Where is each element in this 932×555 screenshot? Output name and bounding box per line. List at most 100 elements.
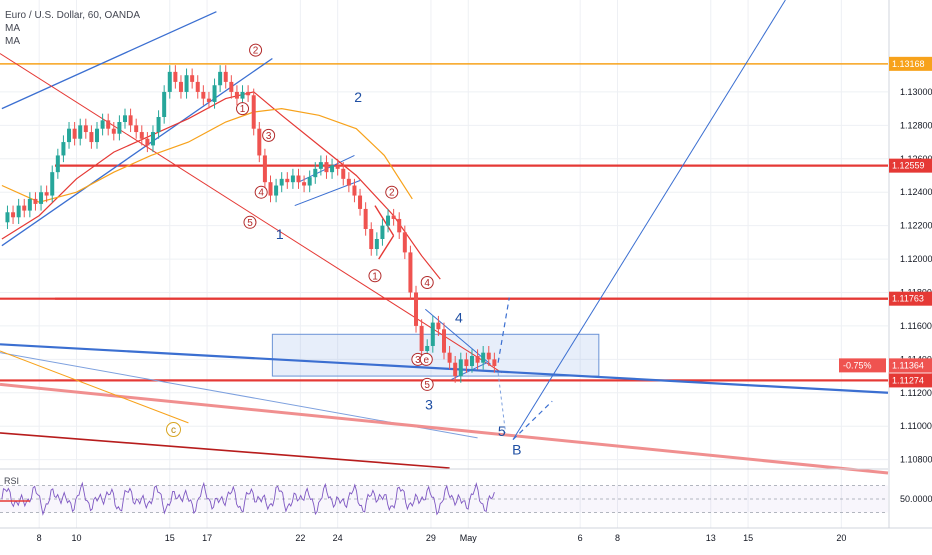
wave-label-2: 2: [354, 89, 362, 105]
candle-body: [274, 185, 279, 196]
candle-body: [492, 359, 497, 367]
indicator-ma-1[interactable]: MA: [5, 23, 20, 34]
sub-wave-e-circle: [419, 352, 433, 366]
candle-body: [184, 75, 189, 92]
sub-wave-circle: [420, 275, 434, 289]
y-tick-label: 1.12800: [900, 120, 932, 130]
candle-body: [307, 177, 312, 186]
price-tag-bg: [889, 358, 932, 373]
sub-wave-circle: [249, 43, 263, 57]
wave-label-4: 4: [455, 310, 463, 326]
candle-body: [100, 120, 105, 129]
candle-body: [324, 162, 329, 173]
x-tick-label: 22: [295, 533, 305, 543]
price-tag-label: 1.11763: [892, 294, 924, 304]
y-tick-label: 1.10800: [900, 455, 932, 465]
x-tick-label: 8: [615, 533, 620, 543]
candle-body: [83, 125, 88, 133]
candle-body: [302, 182, 307, 186]
red-descending-line: [0, 53, 503, 374]
candle-body: [436, 322, 441, 330]
candle-body: [475, 356, 480, 363]
candle-body: [386, 215, 391, 226]
wedge-lower: [451, 362, 488, 380]
candle-body: [352, 185, 357, 196]
x-tick-label: 29: [426, 533, 436, 543]
candle-body: [33, 198, 38, 204]
corrective-c-label: c: [171, 425, 176, 436]
candle-body: [486, 352, 491, 360]
candle-body: [44, 192, 49, 196]
sub-wave-label: 3: [266, 131, 272, 142]
candle-body: [61, 142, 66, 156]
candle-body: [346, 178, 351, 186]
candle-body: [55, 155, 60, 173]
projection-down: [497, 372, 507, 433]
candle-body: [50, 172, 55, 196]
candle-body: [419, 325, 424, 351]
candle-body: [156, 117, 161, 133]
sub-wave-label: 2: [389, 188, 395, 199]
orange-short-line: [0, 350, 189, 424]
candle-body: [430, 322, 435, 346]
x-tick-label: 17: [202, 533, 212, 543]
candle-body: [251, 95, 256, 129]
candle-body: [5, 212, 10, 223]
candle-body: [27, 198, 32, 211]
channel-lower: [1, 57, 273, 247]
sub-wave-label: 2: [253, 46, 259, 57]
candle-body: [122, 115, 127, 123]
price-tag-label: 1.12559: [892, 161, 925, 171]
candle-body: [167, 71, 172, 92]
long-up-line: [512, 0, 786, 440]
indicator-ma-2[interactable]: MA: [5, 36, 20, 47]
candle-body: [234, 91, 239, 99]
candle-body: [95, 128, 100, 143]
candle-body: [78, 125, 83, 139]
sub-wave-label: 5: [424, 380, 430, 391]
candle-body: [341, 168, 346, 179]
candle-body: [246, 91, 251, 96]
chart-legend: Euro / U.S. Dollar, 60, OANDA MA MA: [5, 9, 140, 48]
ma-line-1: [1, 107, 413, 203]
wave-label-5: 5: [498, 423, 506, 439]
candle-body: [145, 138, 150, 146]
candle-body: [408, 252, 413, 293]
price-tag-label: 1.11364: [892, 360, 924, 370]
candle-body: [89, 132, 94, 143]
chart-grid: [0, 0, 888, 528]
candle-body: [223, 71, 228, 82]
candle-body: [11, 212, 16, 218]
candle-body: [374, 239, 379, 250]
sub-wave-circle: [236, 102, 250, 116]
candle-body: [257, 128, 262, 156]
candle-body: [162, 91, 167, 117]
sub-wave-red-a: [374, 205, 395, 237]
candle-body: [318, 162, 323, 169]
change-tag-label: -0.75%: [843, 360, 872, 370]
projection-up: [497, 297, 510, 363]
price-tag-label: 1.11274: [892, 375, 924, 385]
candle-body: [453, 362, 458, 377]
sub-wave-label: 4: [258, 188, 264, 199]
y-tick-label: 1.11200: [900, 388, 932, 398]
price-series: [1, 65, 497, 383]
x-tick-label: 10: [71, 533, 81, 543]
candle-body: [369, 228, 374, 250]
sub-wave-label: 1: [240, 104, 246, 115]
candle-body: [240, 91, 245, 99]
candle-body: [442, 329, 446, 353]
sub-wave-e-label: e: [423, 355, 429, 366]
candle-body: [391, 215, 396, 219]
candle-body: [67, 128, 72, 143]
wave-label-1: 1: [276, 226, 284, 242]
candle-body: [106, 120, 111, 129]
price-axis: 8 10 15 17 22 24 29 May 6 8 13 15 201.130001.128001.…: [0, 0, 932, 543]
candle-body: [117, 122, 122, 134]
pink-lower-trendline: [0, 382, 889, 475]
y-tick-label: 1.11000: [900, 421, 932, 431]
candle-body: [285, 178, 290, 183]
